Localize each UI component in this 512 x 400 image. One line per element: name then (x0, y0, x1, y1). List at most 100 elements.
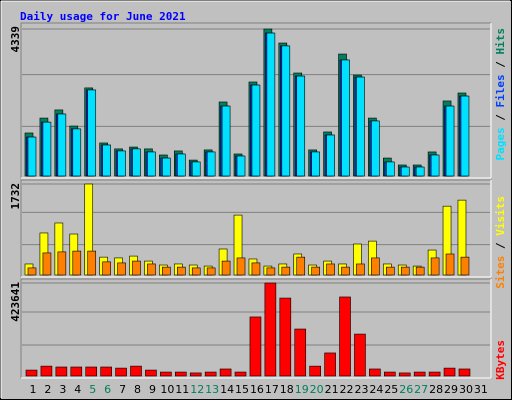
bar (415, 166, 425, 177)
legend: Pages / Files / Hits (494, 28, 507, 161)
bar (443, 367, 456, 377)
bar (339, 296, 351, 377)
bar (87, 89, 97, 177)
bar (369, 368, 381, 377)
x-tick-label: 19 (295, 383, 309, 396)
bar (281, 266, 291, 276)
bar (100, 366, 112, 377)
bar (72, 128, 82, 177)
bar (294, 328, 307, 377)
legend-entry: Sites (494, 256, 507, 289)
x-tick-label: 24 (369, 383, 383, 396)
x-tick-label: 2 (44, 383, 51, 396)
bar (251, 262, 261, 276)
bar (102, 261, 111, 276)
legend-entry: Pages (494, 127, 507, 160)
y-tick-label: 423641 (9, 282, 22, 322)
bar (279, 297, 292, 377)
bar (162, 266, 171, 276)
x-tick-label: 14 (220, 383, 234, 396)
x-tick-label: 27 (414, 383, 428, 396)
bar (386, 266, 395, 276)
x-tick-label: 21 (325, 383, 339, 396)
bar (87, 250, 97, 276)
bar (115, 367, 127, 377)
x-tick-label: 20 (310, 383, 324, 396)
x-tick-label: 12 (190, 383, 204, 396)
x-tick-label: 8 (134, 383, 141, 396)
bar (175, 371, 187, 377)
bar (57, 113, 67, 177)
bar (147, 151, 156, 177)
bar (341, 266, 350, 276)
bar (219, 368, 232, 377)
bar (102, 144, 111, 177)
bar (177, 266, 186, 276)
bar (264, 282, 277, 377)
x-tick-label: 3 (59, 383, 66, 396)
bar (309, 365, 321, 377)
bar (428, 371, 441, 377)
bar (221, 105, 231, 177)
bar (191, 267, 201, 276)
bar (430, 257, 440, 276)
bar (311, 151, 320, 177)
legend: Sites / Visits (494, 196, 507, 289)
bar (25, 369, 38, 377)
bar (85, 366, 98, 377)
x-tick-label: 6 (104, 383, 111, 396)
bar (341, 59, 350, 177)
bar (311, 266, 320, 276)
bar (371, 120, 380, 177)
bar (251, 84, 261, 177)
y-tick-label: 1732 (9, 183, 22, 210)
bar (356, 263, 365, 276)
bar (296, 256, 306, 276)
x-tick-label: 31 (474, 383, 488, 396)
bar (189, 372, 202, 377)
x-tick-label: 7 (119, 383, 126, 396)
x-tick-label: 4 (74, 383, 81, 396)
x-tick-label: 17 (265, 383, 279, 396)
bar (221, 260, 231, 276)
bar (400, 266, 410, 276)
bar (130, 365, 142, 377)
x-tick-label: 23 (354, 383, 368, 396)
bar (236, 155, 246, 177)
bar (57, 251, 67, 276)
bar (415, 266, 425, 276)
legend-separator: / (494, 236, 507, 256)
bar (400, 166, 410, 177)
x-tick-label: 13 (205, 383, 219, 396)
x-tick-label: 5 (89, 383, 96, 396)
bar (386, 161, 395, 177)
legend-entry: Files (494, 74, 507, 107)
bar (384, 371, 396, 377)
bar (117, 262, 126, 276)
x-tick-label: 25 (384, 383, 398, 396)
x-tick-label: 26 (399, 383, 413, 396)
bar (398, 372, 411, 377)
bar (132, 260, 141, 276)
bar (249, 316, 262, 377)
bar (354, 333, 366, 377)
legend-entry: KBytes (494, 340, 507, 380)
legend-entry: Visits (494, 196, 507, 236)
x-tick-label: 9 (149, 383, 156, 396)
x-tick-label: 30 (459, 383, 473, 396)
x-tick-label: 22 (340, 383, 354, 396)
bar (206, 267, 216, 276)
bar (326, 263, 335, 276)
bar (42, 121, 52, 177)
chart-title: Daily usage for June 2021 (20, 10, 186, 23)
bar (117, 150, 126, 177)
bar (70, 366, 83, 377)
bar (204, 371, 217, 377)
bar (460, 256, 470, 276)
bar (324, 352, 336, 377)
bar (206, 151, 216, 177)
bar (55, 366, 68, 377)
x-tick-label: 28 (429, 383, 443, 396)
bar (72, 250, 82, 276)
